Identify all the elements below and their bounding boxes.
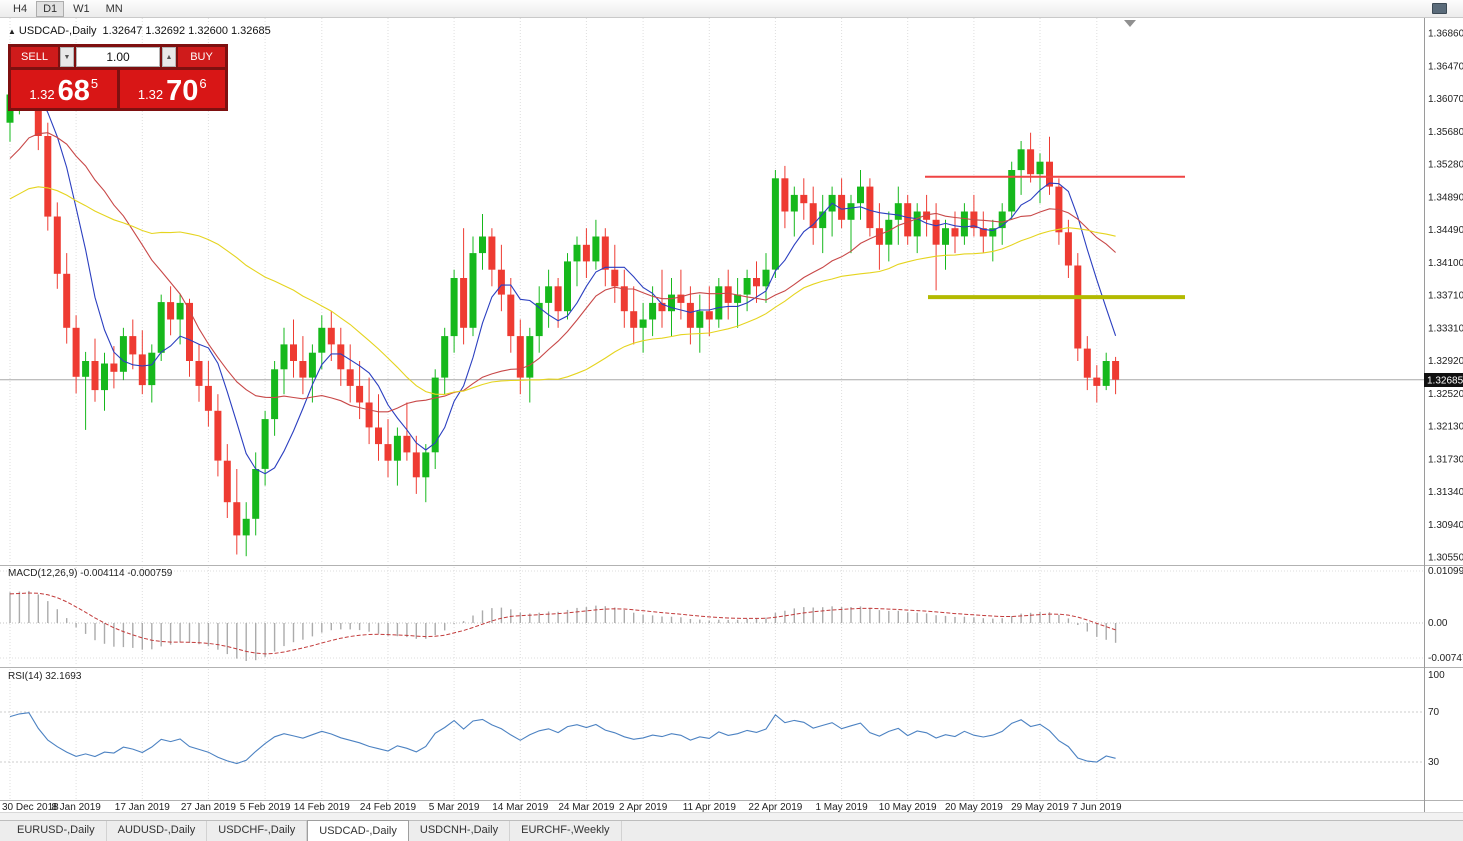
svg-text:30 Dec 2018: 30 Dec 2018 bbox=[2, 802, 59, 813]
svg-text:1.31340: 1.31340 bbox=[1428, 487, 1463, 498]
svg-text:1 May 2019: 1 May 2019 bbox=[815, 802, 868, 813]
triangle-up-icon: ▲ bbox=[165, 53, 173, 61]
candlesticks bbox=[6, 49, 1120, 557]
svg-text:10 May 2019: 10 May 2019 bbox=[879, 802, 937, 813]
sell-button[interactable]: SELL bbox=[11, 47, 58, 67]
ma-40-line bbox=[9, 186, 1116, 395]
svg-text:0.01099: 0.01099 bbox=[1428, 566, 1463, 577]
svg-text:14 Feb 2019: 14 Feb 2019 bbox=[294, 802, 351, 813]
chart-title: ▲ USDCAD-,Daily 1.32647 1.32692 1.32600 1.… bbox=[8, 25, 271, 37]
svg-text:1.32520: 1.32520 bbox=[1428, 389, 1463, 400]
svg-text:-0.007476: -0.007476 bbox=[1428, 653, 1463, 664]
buy-price-pip: 6 bbox=[199, 76, 207, 91]
timeframe-toolbar: H4 D1 W1 MN bbox=[0, 0, 1463, 18]
rsi-line bbox=[9, 712, 1116, 765]
chart-shift-marker-icon bbox=[1124, 20, 1136, 27]
svg-text:1.33710: 1.33710 bbox=[1428, 291, 1463, 302]
tab-usdcnh-daily[interactable]: USDCNH-,Daily bbox=[409, 821, 511, 841]
volume-input[interactable] bbox=[76, 47, 160, 67]
svg-text:70: 70 bbox=[1428, 707, 1440, 718]
symbol-period-label: USDCAD-,Daily bbox=[18, 25, 97, 37]
rsi-header: RSI(14) 32.1693 bbox=[8, 671, 81, 682]
svg-text:1.30940: 1.30940 bbox=[1428, 520, 1463, 531]
horizontal-scrollbar[interactable] bbox=[0, 812, 1463, 820]
svg-text:14 Mar 2019: 14 Mar 2019 bbox=[492, 802, 549, 813]
timeframe-w1-button[interactable]: W1 bbox=[73, 2, 90, 15]
current-price-tag: 1.32685 bbox=[1424, 373, 1463, 387]
svg-text:5 Feb 2019: 5 Feb 2019 bbox=[240, 802, 291, 813]
rsi-value: 32.1693 bbox=[45, 671, 82, 682]
sell-price-big: 68 bbox=[57, 75, 90, 108]
tab-usdcad-daily[interactable]: USDCAD-,Daily bbox=[307, 820, 409, 841]
macd-histogram bbox=[9, 590, 1117, 661]
sell-price-prefix: 1.32 bbox=[29, 87, 55, 102]
svg-text:1.36470: 1.36470 bbox=[1428, 61, 1463, 72]
rsi-title: RSI(14) bbox=[8, 671, 43, 682]
ohlc-values: 1.32647 1.32692 1.32600 1.32685 bbox=[102, 25, 271, 37]
svg-text:2 Apr 2019: 2 Apr 2019 bbox=[619, 802, 668, 813]
tab-audusd-daily[interactable]: AUDUSD-,Daily bbox=[107, 821, 208, 841]
svg-text:22 Apr 2019: 22 Apr 2019 bbox=[748, 802, 802, 813]
svg-text:1.35680: 1.35680 bbox=[1428, 127, 1463, 138]
svg-text:8 Jan 2019: 8 Jan 2019 bbox=[51, 802, 101, 813]
svg-text:100: 100 bbox=[1428, 670, 1445, 681]
svg-text:1.34100: 1.34100 bbox=[1428, 258, 1463, 269]
svg-text:0.00: 0.00 bbox=[1428, 618, 1448, 629]
svg-text:1.34490: 1.34490 bbox=[1428, 225, 1463, 236]
svg-text:1.36070: 1.36070 bbox=[1428, 94, 1463, 105]
timeframe-h4-button[interactable]: H4 bbox=[13, 2, 28, 15]
buy-price-button[interactable]: 1.32 70 6 bbox=[119, 70, 225, 108]
volume-decrease-button[interactable]: ▼ bbox=[60, 47, 74, 67]
macd-signal-line bbox=[9, 592, 1116, 655]
svg-text:27 Jan 2019: 27 Jan 2019 bbox=[181, 802, 236, 813]
chart-expand-icon[interactable] bbox=[1432, 3, 1447, 14]
tab-eurusd-daily[interactable]: EURUSD-,Daily bbox=[6, 821, 107, 841]
svg-text:1.33310: 1.33310 bbox=[1428, 323, 1463, 334]
svg-text:1.31730: 1.31730 bbox=[1428, 454, 1463, 465]
ma-18-line bbox=[9, 132, 1116, 413]
svg-text:1.32920: 1.32920 bbox=[1428, 356, 1463, 367]
svg-text:20 May 2019: 20 May 2019 bbox=[945, 802, 1003, 813]
tab-eurchf-weekly[interactable]: EURCHF-,Weekly bbox=[510, 821, 622, 841]
svg-text:30: 30 bbox=[1428, 757, 1440, 768]
svg-text:1.34890: 1.34890 bbox=[1428, 192, 1463, 203]
svg-text:1.32685: 1.32685 bbox=[1427, 376, 1463, 387]
macd-values: -0.004114 -0.000759 bbox=[80, 568, 173, 579]
buy-price-prefix: 1.32 bbox=[137, 87, 164, 102]
tab-usdchf-daily[interactable]: USDCHF-,Daily bbox=[207, 821, 308, 841]
svg-text:17 Jan 2019: 17 Jan 2019 bbox=[115, 802, 170, 813]
macd-header: MACD(12,26,9) -0.004114 -0.000759 bbox=[8, 568, 172, 579]
svg-text:1.36860: 1.36860 bbox=[1428, 29, 1463, 40]
buy-price-big: 70 bbox=[166, 75, 199, 108]
collapse-arrow-icon[interactable]: ▲ bbox=[8, 27, 16, 36]
svg-text:24 Mar 2019: 24 Mar 2019 bbox=[558, 802, 615, 813]
macd-title: MACD(12,26,9) bbox=[8, 568, 78, 579]
buy-button[interactable]: BUY bbox=[178, 47, 225, 67]
svg-text:1.35280: 1.35280 bbox=[1428, 160, 1463, 171]
sell-price-button[interactable]: 1.32 68 5 bbox=[11, 70, 117, 108]
chart-tab-bar: EURUSD-,Daily AUDUSD-,Daily USDCHF-,Dail… bbox=[0, 820, 1463, 841]
svg-text:29 May 2019: 29 May 2019 bbox=[1011, 802, 1069, 813]
timeframe-d1-button[interactable]: D1 bbox=[36, 0, 65, 17]
sell-price-pip: 5 bbox=[90, 76, 99, 91]
svg-text:1.30550: 1.30550 bbox=[1428, 553, 1463, 564]
timeframe-mn-button[interactable]: MN bbox=[105, 2, 123, 15]
svg-text:11 Apr 2019: 11 Apr 2019 bbox=[683, 802, 737, 813]
ma-7-line bbox=[9, 90, 1117, 475]
volume-increase-button[interactable]: ▲ bbox=[162, 47, 176, 67]
svg-text:1.32130: 1.32130 bbox=[1428, 422, 1463, 433]
svg-text:5 Mar 2019: 5 Mar 2019 bbox=[429, 802, 480, 813]
triangle-down-icon: ▼ bbox=[63, 53, 71, 61]
svg-text:7 Jun 2019: 7 Jun 2019 bbox=[1072, 802, 1122, 813]
svg-text:24 Feb 2019: 24 Feb 2019 bbox=[360, 802, 417, 813]
